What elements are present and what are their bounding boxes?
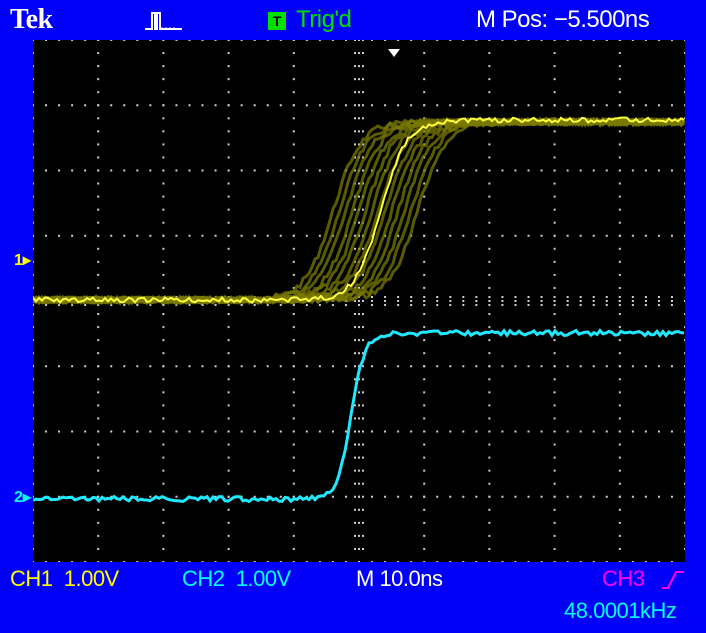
ch1-waveform <box>33 116 685 304</box>
ch2-ground-marker[interactable]: 2▸ <box>14 489 31 506</box>
brand-logo: Tek <box>10 4 53 35</box>
rising-edge-icon <box>662 571 684 589</box>
ch2-scale-readout[interactable]: CH2 1.00V <box>182 566 291 591</box>
ch2-waveform <box>33 328 685 504</box>
ch1-ground-marker[interactable]: 1▸ <box>14 252 31 269</box>
trigger-position-arrow-icon <box>388 49 400 57</box>
ch1-persistence-traces <box>33 116 685 307</box>
trigger-source-readout[interactable]: CH3 <box>602 566 645 591</box>
pulse-acquisition-icon <box>145 12 182 30</box>
ch1-scale-readout[interactable]: CH1 1.00V <box>10 566 119 591</box>
trigger-status: Trig'd <box>296 6 352 33</box>
status-bar: Tek T Trig'd M Pos: −5.500ns <box>0 0 706 40</box>
waveform-canvas <box>33 40 685 562</box>
trigger-frequency-readout: 48.0001kHz <box>564 598 677 623</box>
trigger-badge: T <box>268 12 286 30</box>
timebase-readout[interactable]: M 10.0ns <box>356 566 443 591</box>
waveform-display[interactable] <box>33 40 685 562</box>
horizontal-position-readout: M Pos: −5.500ns <box>476 6 650 33</box>
